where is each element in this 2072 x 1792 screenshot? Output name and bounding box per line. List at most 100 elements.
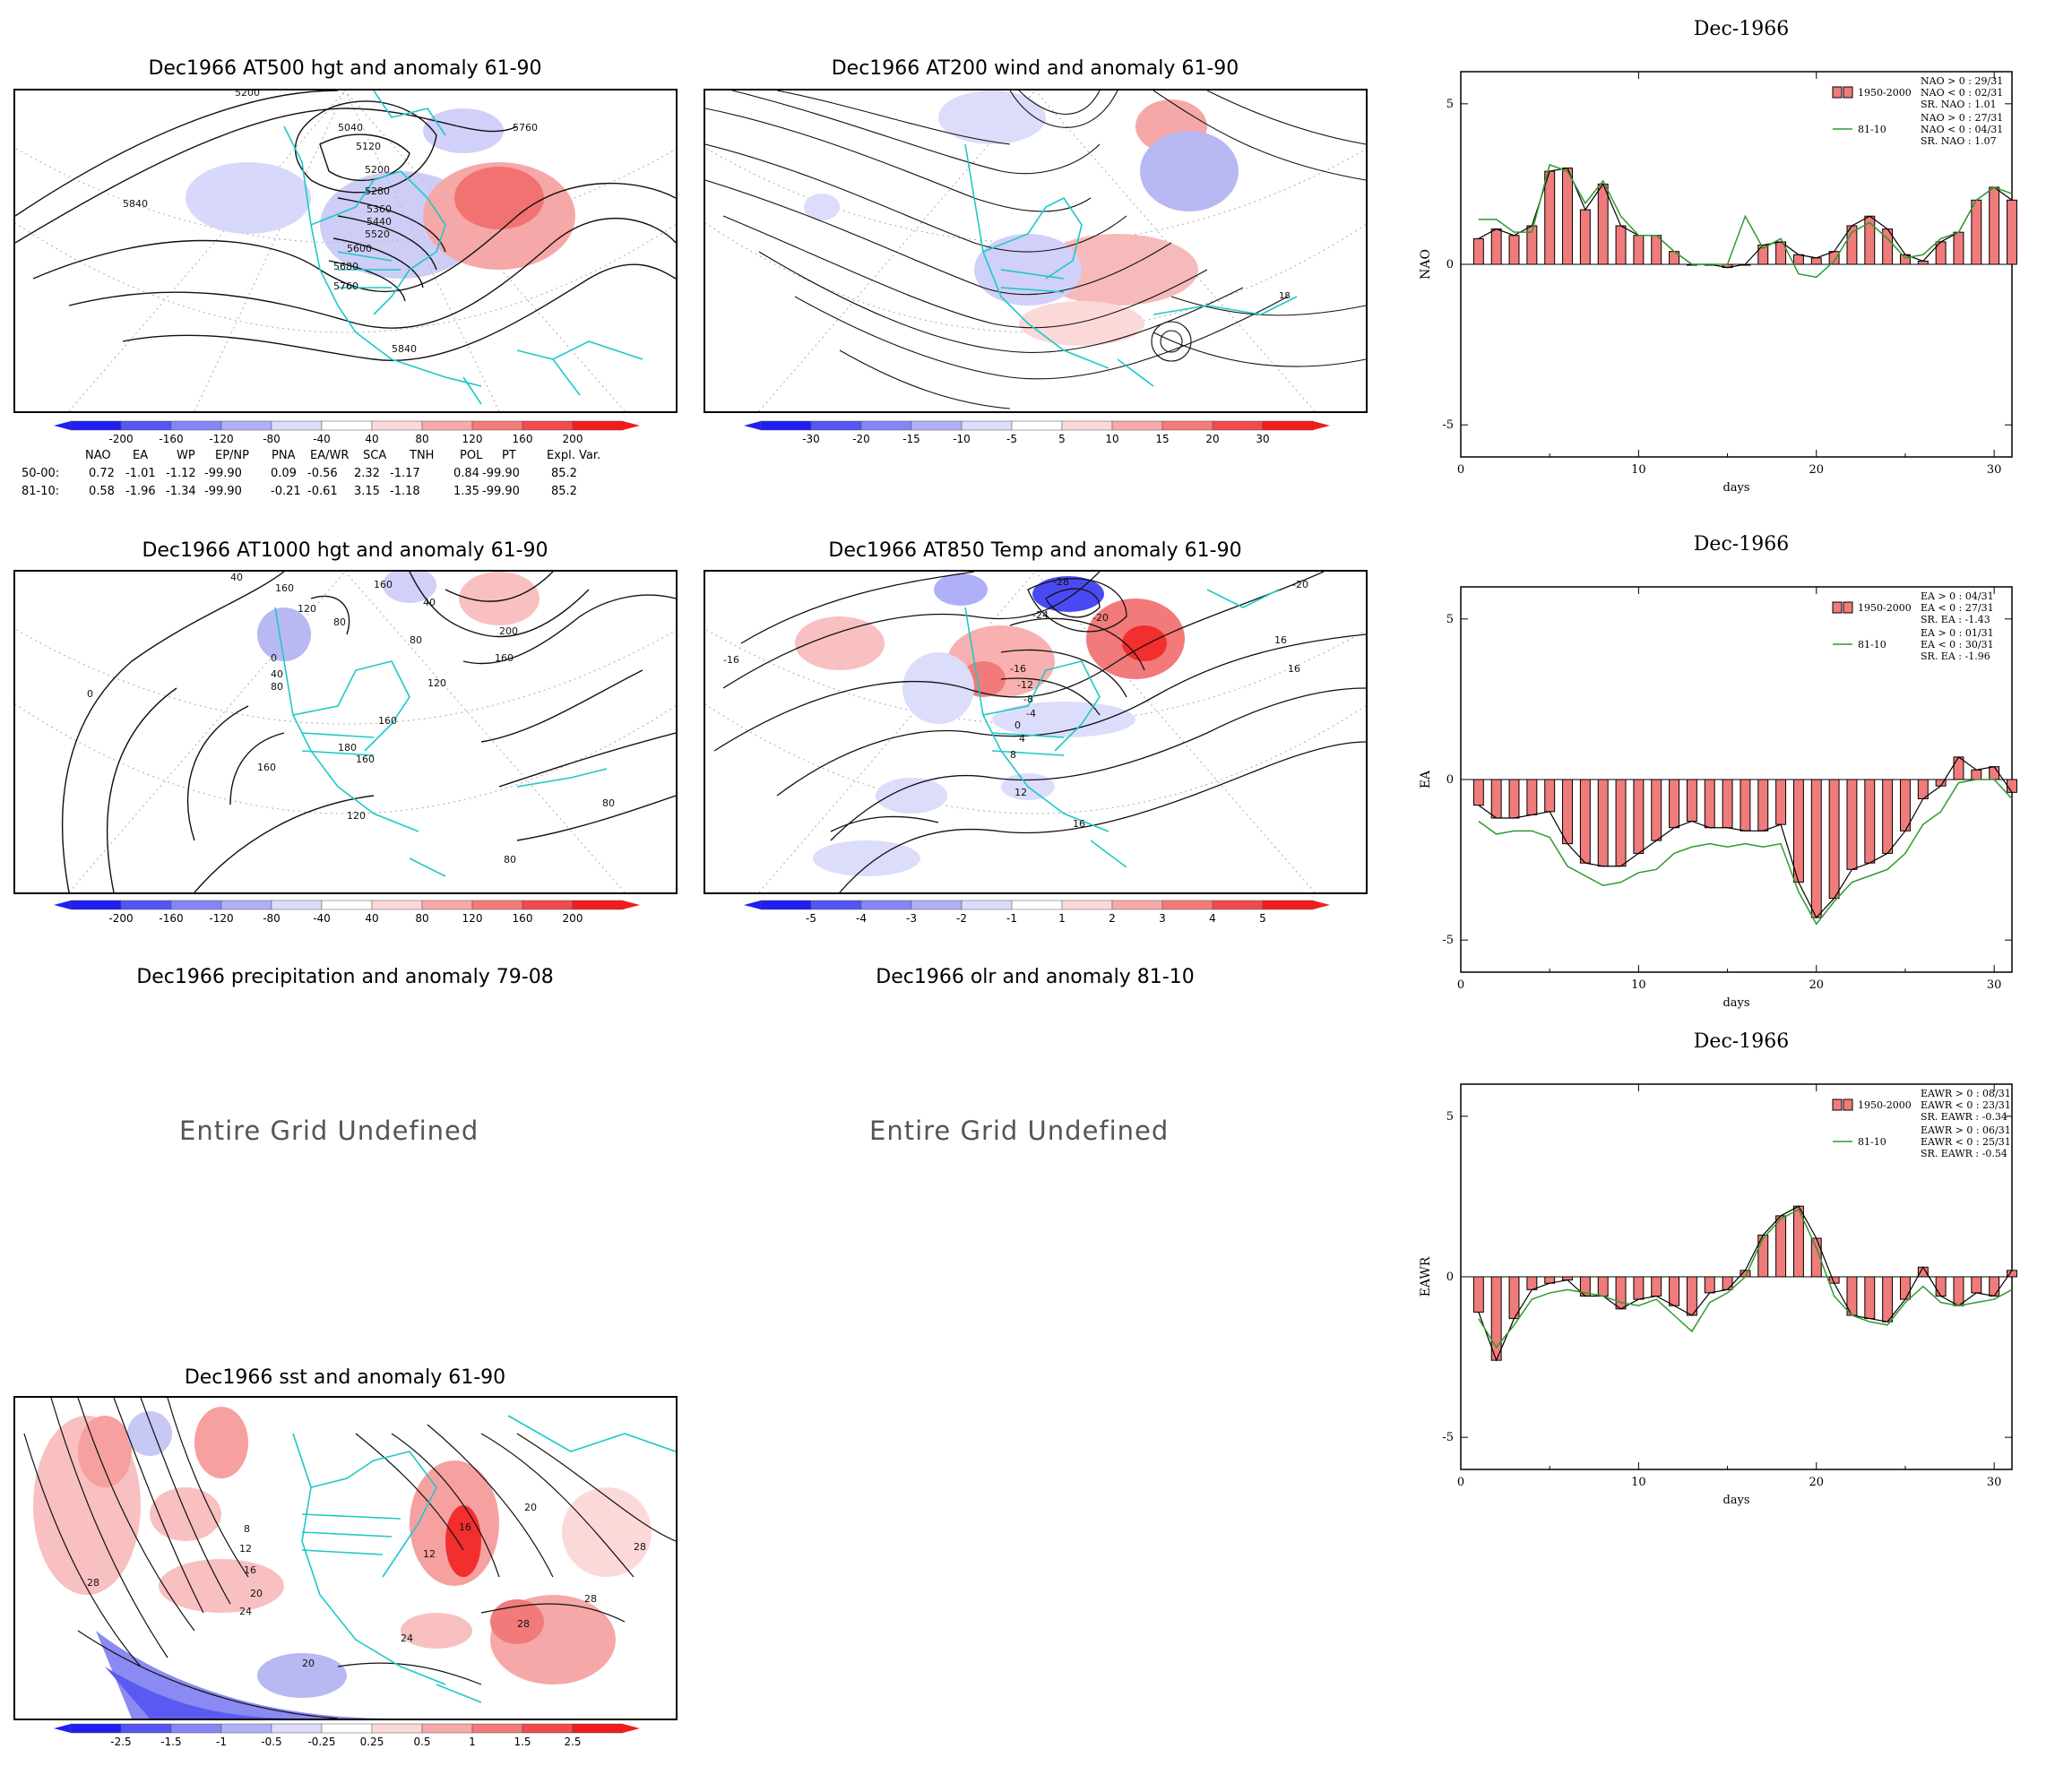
table-header: Expl. Var. — [547, 449, 601, 462]
bar — [1669, 779, 1680, 829]
contour-label: 40 — [423, 597, 436, 608]
legend-swatch-bar — [1843, 86, 1853, 99]
contour-label: 28 — [87, 1577, 99, 1589]
colorbar-label: -0.25 — [307, 1736, 335, 1748]
x-axis-label: days — [1722, 481, 1749, 495]
contour-label: 0 — [271, 652, 277, 664]
contour-label: -12 — [1017, 679, 1033, 691]
contour-label: 12 — [239, 1543, 252, 1555]
colorbar-segment — [170, 420, 222, 431]
contour-label: 5600 — [347, 243, 372, 254]
contour-label: 18 — [1279, 291, 1291, 301]
colorbar-label: 10 — [1105, 433, 1118, 445]
y-tick-label: 0 — [1446, 773, 1454, 787]
y-tick-label: 5 — [1446, 98, 1454, 111]
bar — [1935, 1276, 1947, 1297]
map-at500-svg: 5200 5040 5120 5200 5280 5360 5440 5520 … — [15, 90, 676, 411]
table-cell: 0.84 — [453, 467, 479, 480]
colorbar-label: -120 — [209, 433, 233, 445]
table-header: SCA — [363, 449, 387, 462]
bar — [1792, 254, 1804, 265]
table-header: NAO — [85, 449, 111, 462]
colorbar-arrow-left — [54, 421, 71, 430]
colorbar-label: 5 — [1058, 433, 1066, 445]
bar — [1971, 769, 1982, 780]
table-cell: -0.61 — [307, 485, 338, 498]
bar — [1472, 237, 1484, 265]
colorbar-label: 200 — [563, 433, 583, 445]
contour-label: 80 — [271, 681, 283, 693]
undefined-grid-precip: Entire Grid Undefined — [179, 1116, 479, 1146]
colorbar-arrow-right — [1313, 421, 1330, 430]
legend-swatch-bar — [1832, 601, 1843, 614]
colorbar-segment — [1161, 900, 1213, 910]
table-row-label: 81-10: — [22, 485, 60, 498]
colorbar-segment — [572, 900, 624, 910]
contour-label: 5520 — [365, 228, 390, 240]
bar — [1615, 1276, 1627, 1310]
contour-label: 28 — [634, 1541, 646, 1553]
bar — [1544, 170, 1556, 265]
x-tick-label: 20 — [1809, 1476, 1825, 1489]
table-row-label: 50-00: — [22, 467, 60, 480]
colorbar-segment — [70, 420, 122, 431]
table-cell: -0.56 — [307, 467, 338, 480]
bar — [1971, 199, 1982, 265]
colorbar-segment — [170, 900, 222, 910]
colorbar-label: 80 — [415, 912, 428, 925]
y-tick-label: 0 — [1446, 258, 1454, 271]
colorbar-label: -5 — [806, 912, 816, 925]
x-tick-label: 10 — [1631, 1476, 1646, 1489]
colorbar-segment — [1061, 900, 1113, 910]
bar — [1722, 779, 1733, 829]
bar — [1792, 779, 1804, 883]
colorbar-segment — [220, 1723, 272, 1734]
contour-label: 5280 — [365, 185, 390, 197]
colorbar-label: -2 — [956, 912, 967, 925]
table-cell: -99.90 — [204, 467, 242, 480]
bar — [1828, 251, 1840, 265]
bar — [1775, 779, 1787, 825]
bar — [1810, 779, 1822, 918]
contour-label: 5840 — [123, 198, 148, 210]
map-at850-svg: -16 -28 -20 -24 -16 -12 -8 -4 0 4 8 12 1… — [705, 572, 1366, 892]
contour-label: 16 — [1288, 663, 1300, 675]
map-panel-at850: -16 -28 -20 -24 -16 -12 -8 -4 0 4 8 12 1… — [704, 570, 1368, 894]
legend-stat: SR. EAWR : -0.34 — [1921, 1111, 2007, 1123]
colorbar-segment — [522, 420, 574, 431]
colorbar-segment — [471, 420, 523, 431]
legend-swatch-bar — [1843, 601, 1853, 614]
contour-label: 5760 — [333, 280, 358, 292]
colorbar-segment — [1011, 900, 1063, 910]
contour-label: 120 — [298, 603, 316, 615]
colorbar-segment — [421, 1723, 473, 1734]
bar — [1704, 779, 1715, 829]
colorbar-label: 15 — [1155, 433, 1169, 445]
contour-label: 5040 — [338, 122, 363, 134]
colorbar-arrow-left — [744, 900, 761, 909]
map-at200-svg: 18 — [705, 90, 1366, 411]
contour-label: 28 — [584, 1593, 597, 1605]
undefined-grid-olr: Entire Grid Undefined — [869, 1116, 1170, 1146]
contour-label: -28 — [1053, 576, 1069, 588]
colorbar-segment — [471, 1723, 523, 1734]
colorbar-segment — [271, 420, 323, 431]
colorbar-segment — [471, 900, 523, 910]
x-axis-label: days — [1722, 996, 1749, 1010]
bar — [1633, 235, 1645, 265]
colorbar-segment — [911, 420, 963, 431]
colorbar-segment — [911, 900, 963, 910]
contour-label: 180 — [338, 742, 357, 754]
contour-label: 20 — [250, 1588, 263, 1599]
colorbar-segment — [70, 1723, 122, 1734]
legend-stat: EA > 0 : 04/31 — [1921, 590, 1994, 602]
colorbar-segment — [1111, 900, 1163, 910]
y-axis-label: EA — [1419, 770, 1433, 788]
colorbar-label: -3 — [906, 912, 917, 925]
colorbar-label: -15 — [902, 433, 920, 445]
bar — [1669, 1276, 1680, 1306]
colorbar-label: 160 — [513, 912, 533, 925]
map-panel-at1000: 40 160 120 80 160 40 0 40 80 200 160 80 … — [13, 570, 678, 894]
contour-label: 160 — [374, 579, 393, 590]
table-header: PNA — [272, 449, 296, 462]
